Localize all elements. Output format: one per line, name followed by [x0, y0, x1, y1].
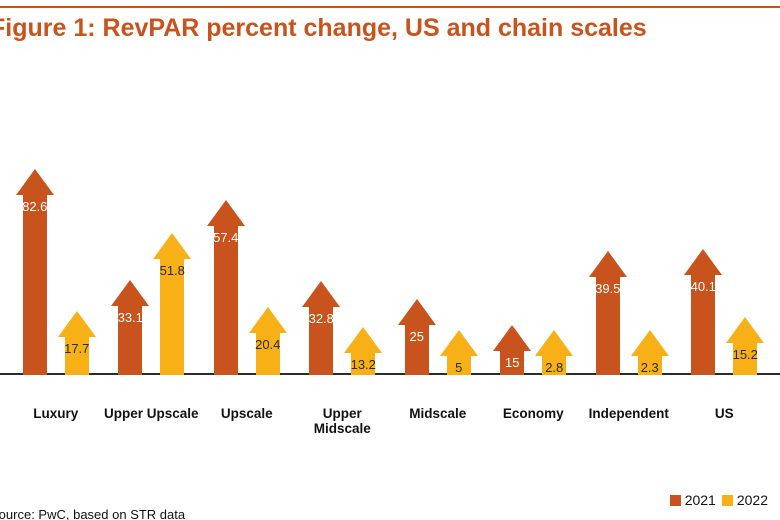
bar-shaft-2021-1: 33.1 [118, 306, 142, 375]
bar-value-2022-7: 15.2 [733, 347, 758, 362]
bar-group-6: 39.5 2.3 [586, 251, 672, 375]
bar-value-2022-2: 20.4 [255, 337, 280, 352]
bar-shaft-2022-6: 2.3 [638, 356, 662, 375]
bar-group-1: 33.1 51.8 [108, 233, 194, 375]
bar-value-2022-4: 5 [455, 360, 462, 375]
bar-2021-2[interactable]: 57.4 [207, 200, 245, 375]
bar-2021-6[interactable]: 39.5 [589, 251, 627, 375]
bar-value-2021-1: 33.1 [118, 310, 143, 325]
bar-shaft-2022-5: 2.8 [542, 356, 566, 375]
bar-arrowhead-2021-7 [684, 249, 722, 275]
bar-value-2021-6: 39.5 [595, 281, 620, 296]
bar-shaft-2022-4: 5 [447, 356, 471, 375]
bar-2021-0[interactable]: 82.6 [16, 169, 54, 375]
bar-value-2021-3: 32.8 [309, 311, 334, 326]
bar-2021-3[interactable]: 32.8 [302, 281, 340, 375]
category-label-6: Independent [581, 406, 677, 437]
bar-value-2022-3: 13.2 [351, 357, 376, 372]
bar-arrowhead-2022-7 [726, 317, 764, 343]
bar-shaft-2021-0: 82.6 [23, 195, 47, 375]
bar-arrowhead-2022-3 [344, 327, 382, 353]
bar-shaft-2021-3: 32.8 [309, 307, 333, 375]
bar-2021-7[interactable]: 40.1 [684, 249, 722, 375]
category-label-5: Economy [486, 406, 582, 437]
bar-2022-4[interactable]: 5 [440, 343, 478, 375]
bar-2022-0[interactable]: 17.7 [58, 311, 96, 375]
bar-shaft-2021-6: 39.5 [596, 277, 620, 375]
bar-value-2022-5: 2.8 [545, 360, 563, 375]
category-label-7: US [677, 406, 773, 437]
bar-2021-4[interactable]: 25 [398, 299, 436, 375]
bar-value-2022-6: 2.3 [641, 360, 659, 375]
bar-2021-1[interactable]: 33.1 [111, 280, 149, 375]
bar-group-3: 32.8 13.2 [299, 281, 385, 375]
legend-swatch-2021 [670, 495, 681, 506]
bar-value-2021-7: 40.1 [691, 279, 716, 294]
bar-2022-2[interactable]: 20.4 [249, 307, 287, 375]
bar-arrowhead-2022-6 [631, 330, 669, 356]
bar-arrowhead-2021-5 [493, 325, 531, 351]
bar-2022-1[interactable]: 51.8 [153, 233, 191, 375]
bar-arrowhead-2022-2 [249, 307, 287, 333]
bar-2022-5[interactable]: 2.8 [535, 347, 573, 375]
category-label-4: Midscale [390, 406, 486, 437]
bar-arrowhead-2021-4 [398, 299, 436, 325]
category-label-2: Upscale [199, 406, 295, 437]
chart-page: Figure 1: RevPAR percent change, US and … [0, 0, 780, 520]
bar-arrowhead-2022-4 [440, 330, 478, 356]
bar-groups-container: 82.6 17.7 33.1 [0, 169, 780, 375]
bar-arrowhead-2021-3 [302, 281, 340, 307]
bar-group-4: 25 5 [395, 299, 481, 375]
bar-arrowhead-2022-5 [535, 330, 573, 356]
bar-arrowhead-2021-2 [207, 200, 245, 226]
bar-arrowhead-2021-0 [16, 169, 54, 195]
bar-group-5: 15 2.8 [490, 325, 576, 375]
category-label-0: Luxury [8, 406, 104, 437]
category-label-1: Upper Upscale [104, 406, 200, 437]
chart-area: 82.6 17.7 33.1 [0, 62, 780, 437]
legend-label-2022: 2022 [737, 492, 768, 508]
bar-group-2: 57.4 20.4 [204, 200, 290, 375]
chart-title: Figure 1: RevPAR percent change, US and … [0, 14, 780, 43]
bar-shaft-2021-2: 57.4 [214, 226, 238, 375]
bar-2022-3[interactable]: 13.2 [344, 327, 382, 375]
bar-shaft-2022-2: 20.4 [256, 333, 280, 375]
legend-item-2021[interactable]: 2021 [670, 492, 716, 508]
bar-shaft-2022-0: 17.7 [65, 337, 89, 375]
bar-group-7: 40.1 15.2 [681, 249, 767, 375]
bar-shaft-2022-1: 51.8 [160, 259, 184, 375]
legend-swatch-2022 [722, 495, 733, 506]
bar-arrowhead-2022-0 [58, 311, 96, 337]
top-rule [0, 6, 780, 8]
bar-shaft-2021-4: 25 [405, 325, 429, 375]
bar-shaft-2021-5: 15 [500, 351, 524, 375]
legend-label-2021: 2021 [685, 492, 716, 508]
bar-value-2022-1: 51.8 [160, 263, 185, 278]
bar-2022-7[interactable]: 15.2 [726, 317, 764, 375]
bar-value-2021-4: 25 [410, 329, 424, 344]
source-note: Source: PwC, based on STR data [0, 507, 390, 520]
bar-group-0: 82.6 17.7 [13, 169, 99, 375]
category-label-3: Upper Midscale [295, 406, 391, 437]
bar-arrowhead-2022-1 [153, 233, 191, 259]
legend-item-2022[interactable]: 2022 [722, 492, 768, 508]
category-labels: Luxury Upper Upscale Upscale Upper Midsc… [0, 406, 780, 437]
bar-value-2022-0: 17.7 [64, 341, 89, 356]
legend: 2021 2022 [670, 492, 768, 508]
bar-shaft-2022-3: 13.2 [351, 353, 375, 375]
bar-arrowhead-2021-1 [111, 280, 149, 306]
bar-shaft-2021-7: 40.1 [691, 275, 715, 375]
bar-value-2021-0: 82.6 [22, 199, 47, 214]
bar-arrowhead-2021-6 [589, 251, 627, 277]
bar-shaft-2022-7: 15.2 [733, 343, 757, 375]
bar-value-2021-5: 15 [505, 355, 519, 370]
bar-value-2021-2: 57.4 [213, 230, 238, 245]
bar-2021-5[interactable]: 15 [493, 325, 531, 375]
bar-2022-6[interactable]: 2.3 [631, 348, 669, 375]
